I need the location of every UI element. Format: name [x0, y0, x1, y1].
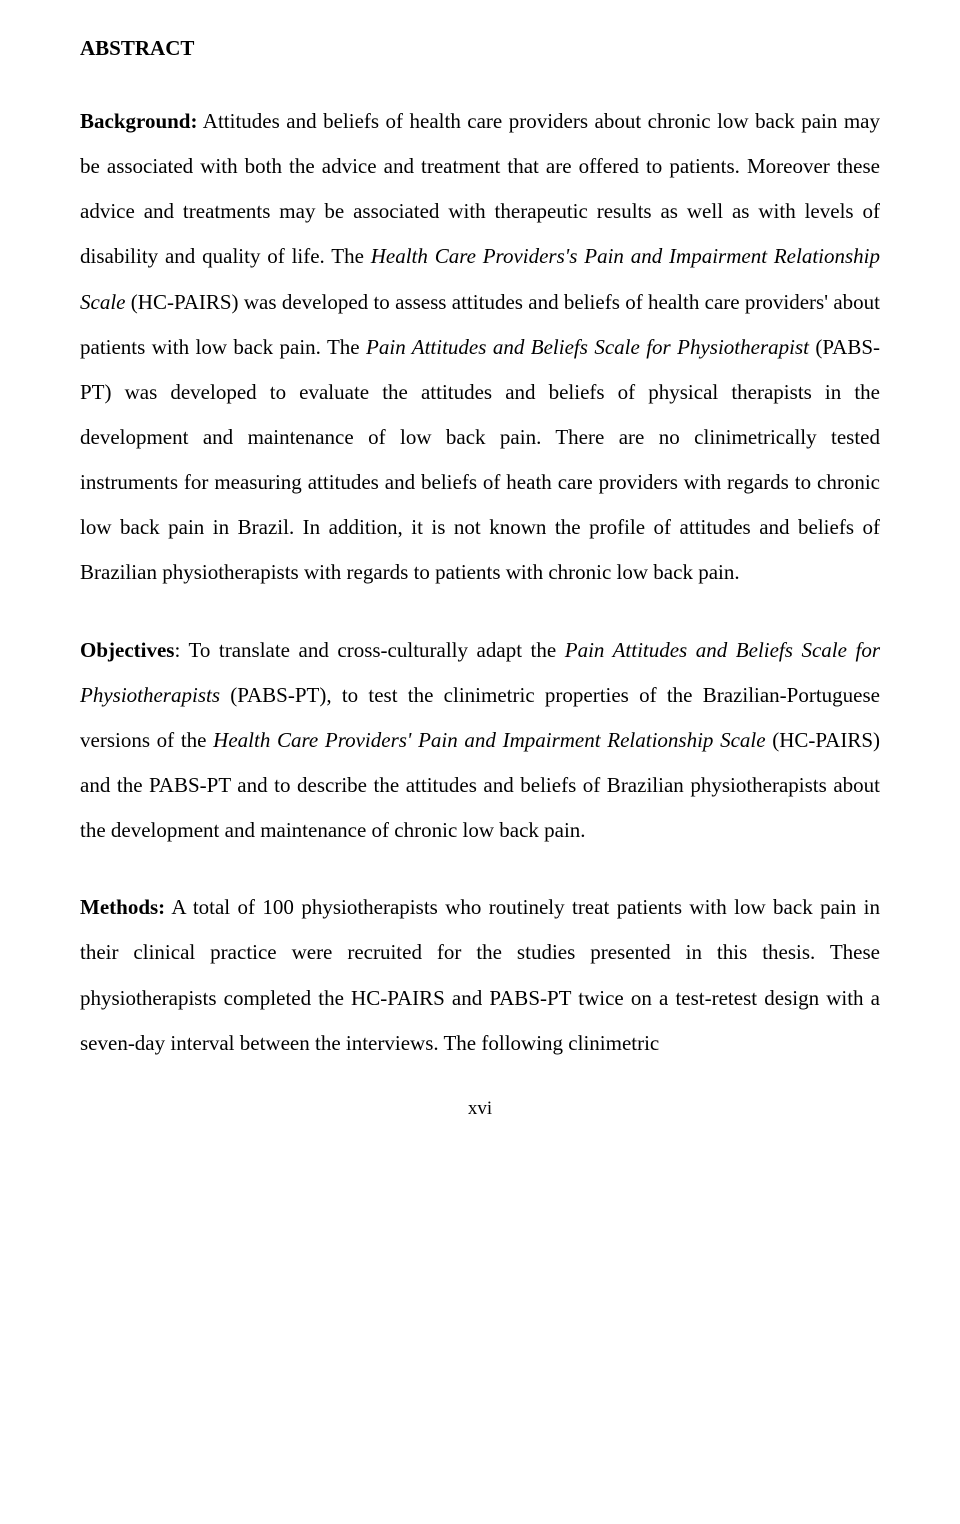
background-italic-2: Pain Attitudes and Beliefs Scale for Phy…: [366, 335, 809, 359]
background-text-3: (PABS-PT) was developed to evaluate the …: [80, 335, 880, 585]
objectives-text-1: : To translate and cross-culturally adap…: [174, 638, 564, 662]
objectives-italic-2: Health Care Providers' Pain and Impairme…: [213, 728, 765, 752]
abstract-heading: ABSTRACT: [80, 36, 880, 61]
objectives-paragraph: Objectives: To translate and cross-cultu…: [80, 628, 880, 854]
methods-text-1: A total of 100 physiotherapists who rout…: [80, 895, 880, 1054]
methods-label: Methods:: [80, 895, 165, 919]
page-number: xvi: [80, 1098, 880, 1120]
methods-paragraph: Methods: A total of 100 physiotherapists…: [80, 885, 880, 1066]
objectives-label: Objectives: [80, 638, 174, 662]
background-label: Background:: [80, 109, 197, 133]
background-paragraph: Background: Attitudes and beliefs of hea…: [80, 99, 880, 596]
